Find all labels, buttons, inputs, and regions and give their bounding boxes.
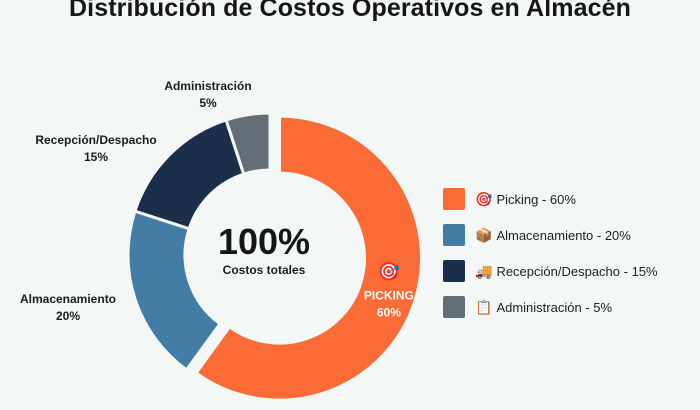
legend-swatch xyxy=(443,188,465,210)
legend-label: Recepción/Despacho - 15% xyxy=(496,263,658,279)
slice-value-recepcion-despacho: 15% xyxy=(84,150,108,164)
truck-icon: 🚚 xyxy=(475,262,493,279)
legend-swatch xyxy=(443,296,465,318)
chart-title: Distribución de Costos Operativos en Alm… xyxy=(69,0,631,22)
clipboard-icon: 📋 xyxy=(475,298,493,315)
slice-picking xyxy=(193,114,423,402)
legend-item-almacenamiento: 📦 Almacenamiento - 20% xyxy=(443,224,658,246)
legend-item-recepcion-despacho: 🚚 Recepción/Despacho - 15% xyxy=(443,260,658,282)
legend: 🎯 Picking - 60% 📦 Almacenamiento - 20% 🚚 Rece… xyxy=(443,188,658,318)
center-value: 100% xyxy=(218,221,310,262)
legend-label: Almacenamiento - 20% xyxy=(496,227,631,243)
center-label: Costos totales xyxy=(223,263,306,277)
target-icon: 🎯 xyxy=(475,190,493,207)
legend-swatch xyxy=(443,260,465,282)
slice-value-almacenamiento: 20% xyxy=(56,309,80,323)
legend-label: Administración - 5% xyxy=(496,299,613,315)
slice-value-picking: 60% xyxy=(377,306,401,320)
slice-label-almacenamiento: Almacenamiento xyxy=(20,292,116,306)
legend-item-administracion: 📋 Administración - 5% xyxy=(443,296,658,318)
slice-value-administracion: 5% xyxy=(199,96,217,110)
legend-item-picking: 🎯 Picking - 60% xyxy=(443,188,658,210)
legend-label: Picking - 60% xyxy=(496,191,576,207)
slice-almacenamiento xyxy=(126,209,223,372)
slice-label-recepcion-despacho: Recepción/Despacho xyxy=(35,133,156,147)
legend-swatch xyxy=(443,224,465,246)
slice-administracion xyxy=(224,111,272,177)
slice-label-picking: PICKING xyxy=(364,289,414,303)
target-icon: 🎯 xyxy=(378,262,400,282)
package-icon: 📦 xyxy=(475,226,493,243)
slice-label-administracion: Administración xyxy=(164,79,251,93)
